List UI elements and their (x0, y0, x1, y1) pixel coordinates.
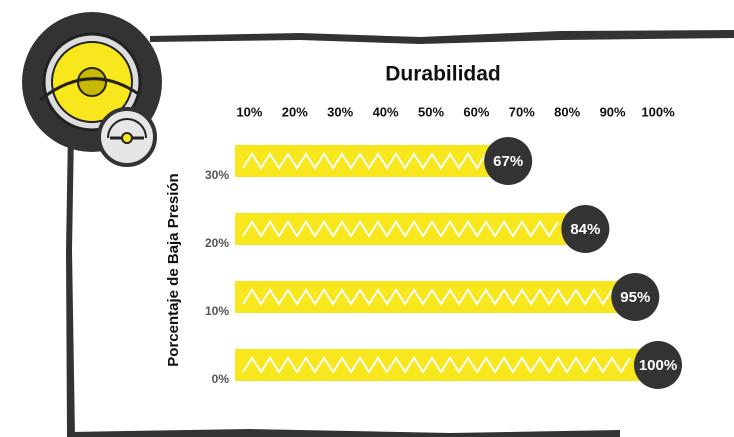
chart-title: Durabilidad (385, 63, 501, 86)
y-tick-label: 30% (205, 168, 229, 182)
x-tick-label: 90% (600, 104, 626, 119)
x-tick-label: 20% (282, 104, 308, 119)
x-tick-label: 10% (236, 104, 262, 119)
x-tick-label: 70% (509, 104, 535, 119)
y-tick-label: 0% (212, 372, 230, 386)
tire-icon (22, 12, 162, 165)
y-tick-label: 20% (205, 236, 229, 250)
x-tick-label: 100% (641, 104, 675, 119)
value-label: 84% (570, 221, 600, 238)
x-tick-label: 50% (418, 104, 444, 119)
value-label: 100% (639, 357, 677, 374)
y-axis-label: Porcentaje de Baja Presión (165, 173, 182, 366)
x-tick-label: 40% (373, 104, 399, 119)
value-label: 67% (493, 153, 523, 170)
x-tick-label: 30% (327, 104, 353, 119)
chart: Durabilidad Porcentaje de Baja Presión 1… (0, 0, 734, 437)
page: {"chart_data": {"type": "bar", "orientat… (0, 0, 734, 437)
x-tick-label: 80% (554, 104, 580, 119)
x-tick-label: 60% (463, 104, 489, 119)
bar (235, 145, 508, 177)
value-label: 95% (620, 289, 650, 306)
y-tick-label: 10% (205, 304, 229, 318)
frame-top (150, 30, 734, 44)
frame-bottom (70, 429, 620, 437)
frame-left (66, 130, 75, 437)
bar (235, 281, 635, 313)
